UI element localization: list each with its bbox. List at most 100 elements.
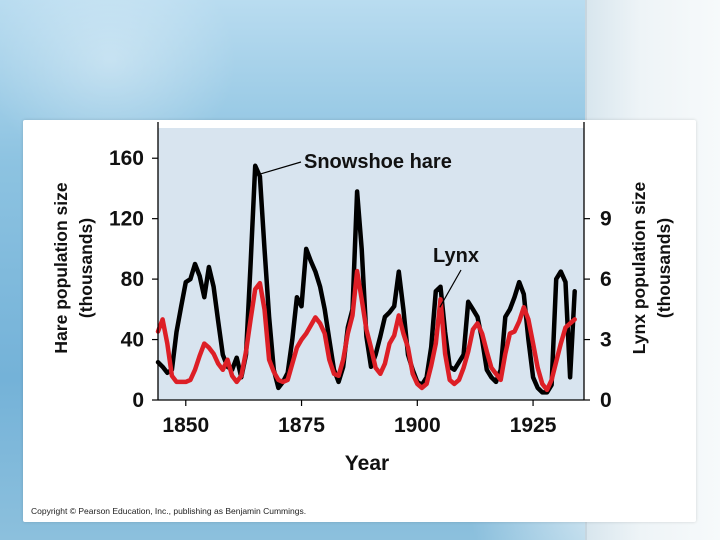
x-tick-label: 1850 (162, 414, 209, 437)
lynx-point (347, 332, 349, 335)
hare-point (518, 281, 520, 283)
lynx-point (370, 347, 372, 349)
lynx-point (564, 326, 567, 329)
hare-point (453, 369, 455, 371)
tick-labels: 0 40 80 120 160 0 3 6 9 1850 1875 1900 1925 (109, 147, 612, 437)
hare-point (402, 308, 404, 310)
lynx-point (254, 288, 256, 290)
lynx-point (555, 361, 557, 363)
lynx-point (259, 282, 261, 284)
lynx-point (551, 379, 553, 381)
lynx-point (458, 379, 460, 381)
left-tick-label: 0 (132, 389, 144, 412)
figure-card: 0 40 80 120 160 0 3 6 9 1850 1875 1900 1925 Hare pop… (23, 120, 696, 522)
lynx-point (222, 369, 224, 371)
lynx-point (189, 379, 191, 381)
lynx-point (268, 359, 270, 361)
lynx-point (342, 359, 344, 361)
lynx-point (476, 322, 479, 324)
lynx-point (504, 353, 506, 355)
hare-point (166, 372, 168, 374)
hare-point (541, 391, 543, 393)
lynx-point (245, 351, 247, 353)
lynx-point (171, 375, 173, 377)
left-tick-label: 40 (121, 329, 144, 352)
hare-point (250, 263, 252, 265)
lynx-point (490, 367, 492, 369)
lynx-point (541, 383, 543, 385)
hare-point (194, 263, 196, 265)
hare-point (569, 376, 571, 378)
lynx-point (435, 343, 437, 345)
hare-point (388, 311, 391, 313)
right-tick-label: 6 (600, 268, 612, 291)
hare-point (370, 366, 372, 368)
lynx-point (500, 379, 502, 381)
right-axis-unit: (thousands) (654, 218, 674, 318)
x-tick-label: 1925 (510, 414, 557, 437)
hare-point (509, 308, 511, 310)
hare-point (222, 354, 224, 356)
hare-point (495, 381, 497, 383)
x-tick-label: 1900 (394, 414, 441, 437)
hare-point (564, 281, 567, 283)
lynx-point (444, 353, 446, 355)
hare-point (439, 286, 442, 288)
lynx-point (486, 351, 488, 353)
hare-point (467, 301, 469, 303)
hare-point (532, 376, 534, 378)
hare-point (203, 296, 205, 298)
hare-point (324, 308, 326, 310)
lynx-point (236, 381, 238, 383)
hare-point (430, 346, 432, 348)
lynx-point (527, 318, 529, 320)
hare-annotation: Snowshoe hare (304, 151, 452, 173)
lynx-series (155, 268, 577, 393)
lynx-point (277, 379, 279, 381)
hare-point (291, 339, 293, 341)
hare-point (375, 354, 377, 356)
hare-point (472, 308, 474, 310)
lynx-point (365, 328, 367, 331)
hare-point (185, 281, 187, 283)
lynx-point (537, 367, 539, 369)
lynx-point (199, 355, 201, 357)
hare-point (537, 387, 539, 389)
hare-point (217, 320, 219, 322)
hare-point (486, 369, 488, 371)
hare-annotation-leader (259, 161, 302, 175)
hare-point (527, 339, 529, 341)
x-axis-title: Year (345, 452, 389, 475)
hare-point (476, 316, 479, 318)
hare-point (384, 316, 386, 318)
lynx-point (463, 367, 465, 369)
lynx-point (453, 383, 455, 385)
hare-point (523, 293, 525, 295)
lynx-point (509, 332, 511, 335)
lynx-point (328, 359, 330, 361)
lynx-point (523, 306, 525, 308)
hare-point (463, 354, 465, 356)
lynx-point (351, 314, 354, 316)
left-axis-title: Hare population size (51, 182, 71, 353)
lynx-point (421, 387, 423, 389)
lynx-point (208, 347, 210, 349)
right-axis-title: Lynx population size (629, 182, 649, 355)
lynx-point (231, 375, 233, 377)
lynx-point (240, 375, 242, 377)
lynx-point (319, 322, 321, 324)
hare-point (305, 248, 307, 250)
hare-point (328, 339, 330, 341)
hare-point (319, 286, 321, 288)
lynx-point (356, 270, 358, 272)
lynx-point (185, 381, 187, 383)
lynx-point (273, 371, 275, 373)
lynx-point (300, 339, 303, 341)
lynx-point (467, 351, 469, 353)
hare-point (504, 316, 506, 318)
hare-point (356, 190, 358, 193)
lynx-point (495, 373, 497, 375)
lynx-point (375, 367, 377, 369)
hare-point (236, 357, 238, 359)
left-tick-label: 160 (109, 147, 144, 170)
